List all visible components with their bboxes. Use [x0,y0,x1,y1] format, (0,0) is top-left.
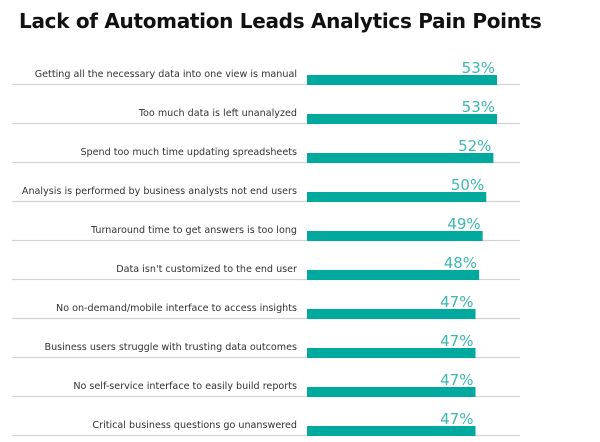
value-label: 48% [444,254,477,272]
value-label: 47% [440,293,473,311]
value-label: 50% [451,176,484,194]
category-label: No self-service interface to easily buil… [73,381,297,392]
value-label: 47% [440,332,473,350]
bar [307,348,476,358]
category-label: Data isn't customized to the end user [116,264,297,275]
category-label: Analysis is performed by business analys… [22,186,297,197]
bar [307,309,476,319]
value-label: 47% [440,410,473,428]
value-label: 47% [440,371,473,389]
bar [307,426,476,436]
value-label: 52% [458,137,491,155]
bar [307,75,497,85]
category-label: Spend too much time updating spreadsheet… [80,147,297,158]
category-label: Critical business questions go unanswere… [92,420,297,431]
category-label: Business users struggle with trusting da… [44,342,297,353]
bar [307,231,483,241]
bar [307,270,480,280]
bar [307,114,497,124]
value-label: 49% [447,215,480,233]
category-label: Getting all the necessary data into one … [35,69,297,80]
category-label: Too much data is left unanalyzed [138,108,297,119]
value-label: 53% [462,59,495,77]
category-label: Turnaround time to get answers is too lo… [90,225,297,236]
chart-title: Lack of Automation Leads Analytics Pain … [19,9,542,33]
bar [307,192,487,202]
category-label: No on-demand/mobile interface to access … [56,303,297,314]
bar [307,153,494,163]
value-label: 53% [462,98,495,116]
bar [307,387,476,397]
